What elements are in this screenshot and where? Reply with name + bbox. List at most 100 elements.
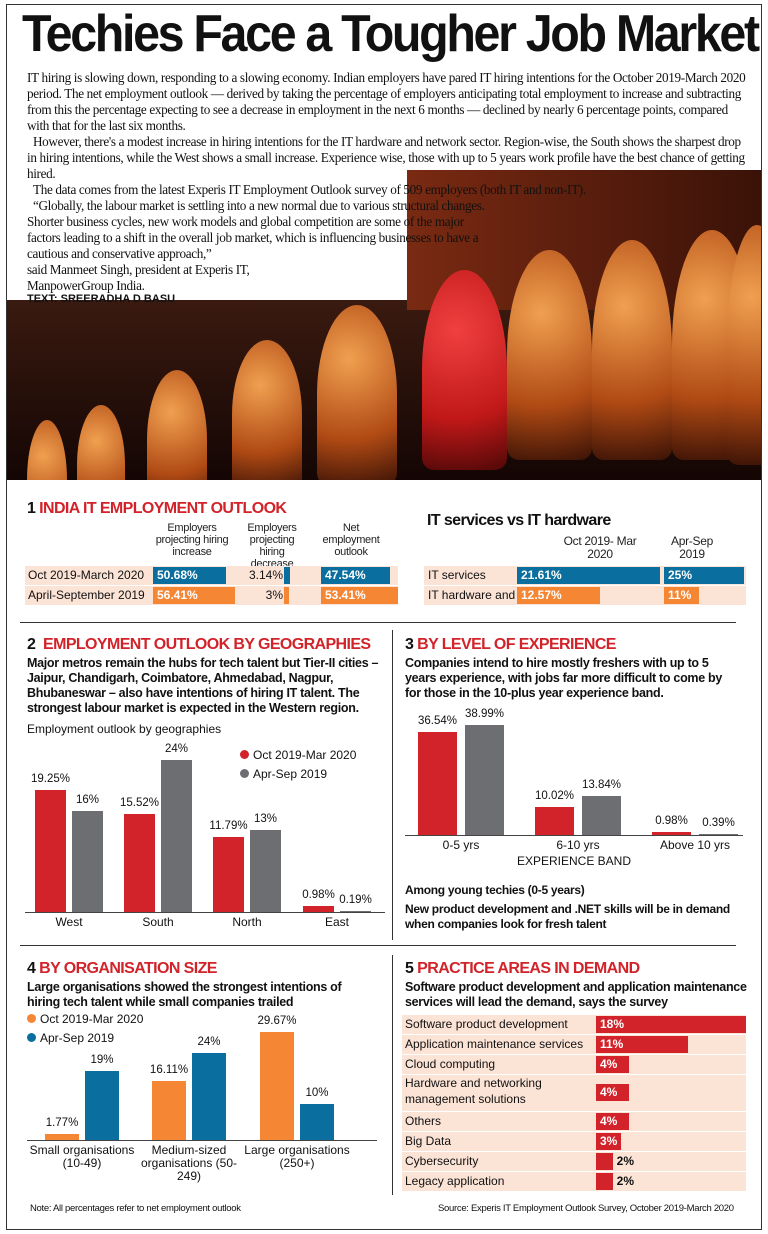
figure-shape <box>592 240 672 460</box>
headline: Techies Face a Tougher Job Market <box>22 5 760 63</box>
section-number: 5 <box>405 960 414 977</box>
data-label: 13% <box>253 812 278 825</box>
data-label: 19% <box>90 1053 114 1066</box>
data-label: 10.02% <box>534 789 574 802</box>
intro-paragraph: The data comes from the latest Experis I… <box>33 182 586 197</box>
bar-geo <box>303 905 334 912</box>
column-header: Apr-Sep 2019 <box>671 534 713 561</box>
table-row <box>402 1055 746 1074</box>
data-label: 38.99% <box>464 708 504 721</box>
section-4-subtitle: Large organisations showed the strongest… <box>27 980 342 1009</box>
note-title: Among young techies (0-5 years) <box>405 883 585 897</box>
x-tick-label: South <box>142 915 174 929</box>
practice-bar <box>596 1173 613 1190</box>
bar-exp <box>582 795 621 835</box>
section-1-title: 1 INDIA IT EMPLOYMENT OUTLOOK <box>27 500 287 518</box>
intro-text: IT hiring is slowing down, responding to… <box>27 70 747 294</box>
data-label: 24% <box>164 743 189 756</box>
data-label: 15.52% <box>119 796 159 809</box>
table-row <box>402 1075 746 1111</box>
bar-org <box>45 1133 79 1140</box>
bar-org <box>152 1081 186 1140</box>
data-label: 19.25% <box>30 773 70 786</box>
increase-bar: 56.41% <box>153 587 235 604</box>
practice-value: 4% <box>600 1114 618 1128</box>
section-number: 3 <box>405 636 414 653</box>
data-label: 0.19% <box>339 893 372 906</box>
decrease-bar <box>284 587 290 604</box>
practice-label: Cybersecurity <box>405 1154 479 1168</box>
practice-bar <box>596 1016 746 1033</box>
practice-bar <box>596 1056 630 1073</box>
legend-item: Oct 2019-Mar 2020 <box>27 1012 143 1026</box>
quote-attribution: said Manmeet Singh, president at Experis… <box>27 262 250 277</box>
table-row <box>402 1132 746 1151</box>
practice-value: 2% <box>616 1154 634 1168</box>
bar-org <box>85 1070 119 1140</box>
row-label: IT services <box>428 568 486 582</box>
data-label: 0.98% <box>655 815 688 828</box>
practice-value: 4% <box>600 1085 618 1099</box>
section-2-subtitle: Major metros remain the hubs for tech ta… <box>27 656 379 715</box>
apr-sep-bar: 11% <box>664 587 700 604</box>
column-header: Net employment outlook <box>322 522 380 558</box>
data-label: 0.39% <box>702 816 735 829</box>
x-axis-label: EXPERIENCE BAND <box>516 854 632 868</box>
legend-swatch <box>27 1014 36 1023</box>
legend-swatch <box>240 750 249 759</box>
figure-shape <box>317 305 397 480</box>
section-2-title: 2 EMPLOYMENT OUTLOOK BY GEOGRAPHIES <box>27 636 371 654</box>
baseline <box>27 1140 377 1141</box>
x-tick-label: Small organisations (10-49) <box>29 1143 135 1170</box>
practice-value: 2% <box>616 1174 634 1188</box>
section-number: 1 <box>27 500 36 517</box>
section-title-text: INDIA IT EMPLOYMENT OUTLOOK <box>39 500 287 517</box>
bar-geo <box>161 760 192 912</box>
figure-shape <box>422 270 507 470</box>
data-label: 10% <box>305 1086 329 1099</box>
quote-attribution: ManpowerGroup India. <box>27 278 145 293</box>
intro-paragraph: IT hiring is slowing down, responding to… <box>27 70 746 133</box>
oct-mar-bar: 21.61% <box>517 567 660 584</box>
practice-bar <box>596 1133 621 1150</box>
practice-bar <box>596 1153 613 1170</box>
practice-label: Cloud computing <box>405 1057 496 1071</box>
data-label: 1.77% <box>45 1116 79 1129</box>
practice-label: Legacy application <box>405 1174 505 1188</box>
practice-value: 3% <box>600 1134 618 1148</box>
legend-label: Apr-Sep 2019 <box>253 767 328 781</box>
footnote: Note: All percentages refer to net emplo… <box>30 1203 241 1214</box>
bar-geo <box>124 813 155 912</box>
legend-label: Apr-Sep 2019 <box>40 1031 115 1045</box>
chart-label: Employment outlook by geographies <box>27 722 222 736</box>
decrease-value: 3% <box>265 588 283 602</box>
it-services-vs-hardware-title: IT services vs IT hardware <box>427 512 611 529</box>
section-number: 2 <box>27 636 36 653</box>
practice-label: Hardware and networking management solut… <box>405 1076 542 1106</box>
legend-item: Apr-Sep 2019 <box>240 767 327 781</box>
practice-label: Application maintenance services <box>405 1037 584 1051</box>
row-label: Oct 2019-March 2020 <box>28 568 145 582</box>
bar-exp <box>535 806 574 835</box>
baseline <box>405 835 743 836</box>
x-tick-label: Above 10 yrs <box>659 838 731 852</box>
figure-shape <box>232 340 302 480</box>
section-5-subtitle: Software product development and applica… <box>405 980 747 1009</box>
net-bar: 53.41% <box>321 587 399 604</box>
section-3-title: 3 BY LEVEL OF EXPERIENCE <box>405 636 616 654</box>
oct-mar-bar: 12.57% <box>517 587 600 604</box>
bar-geo <box>340 910 371 913</box>
source: Source: Experis IT Employment Outlook Su… <box>438 1203 734 1214</box>
note-text: New product development and .NET skills … <box>405 902 730 931</box>
data-label: 13.84% <box>581 778 621 791</box>
legend-label: Oct 2019-Mar 2020 <box>253 748 357 762</box>
legend-item: Apr-Sep 2019 <box>27 1031 114 1045</box>
section-title-text: BY LEVEL OF EXPERIENCE <box>417 636 616 653</box>
practice-bar <box>596 1113 630 1130</box>
x-tick-label: 0-5 yrs <box>442 838 480 852</box>
section-title-text: BY ORGANISATION SIZE <box>39 960 217 977</box>
decrease-value: 3.14% <box>248 568 283 582</box>
apr-sep-bar: 25% <box>664 567 744 584</box>
bar-org <box>300 1103 334 1140</box>
data-label: 16% <box>75 793 100 806</box>
